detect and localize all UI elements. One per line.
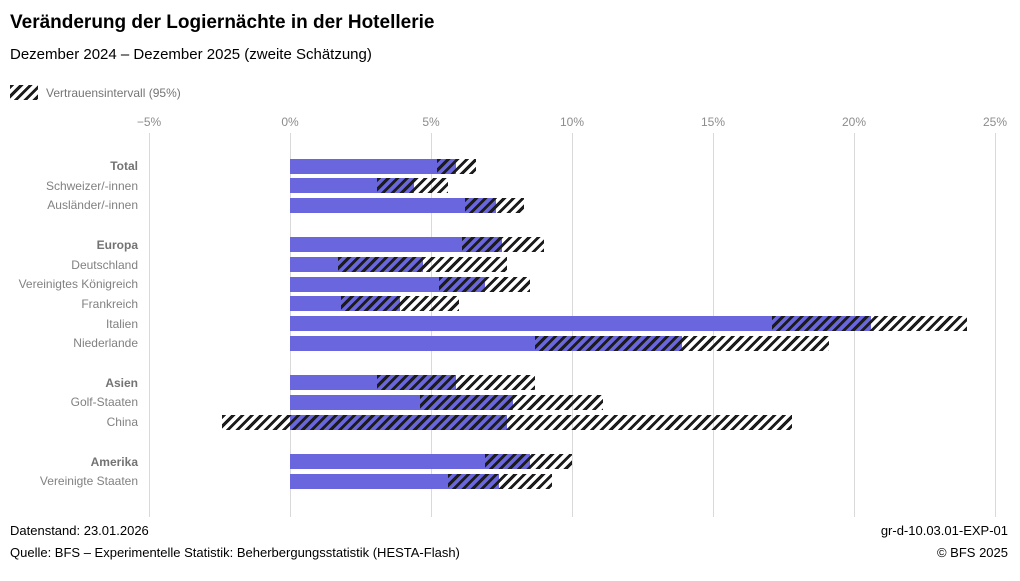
grid-line (149, 133, 150, 517)
row-label: Golf-Staaten (70, 395, 138, 410)
row-label: Ausländer/-innen (47, 198, 138, 213)
row-label: China (106, 415, 138, 430)
axis-tick-label: 15% (700, 115, 726, 129)
confidence-interval (772, 316, 967, 332)
bar (290, 276, 485, 292)
bar (290, 454, 530, 469)
confidence-interval (535, 335, 829, 351)
bar (290, 473, 499, 489)
row-label: Niederlande (73, 336, 138, 351)
row-label: Schweizer/-innen (45, 178, 138, 193)
confidence-interval (439, 276, 530, 292)
confidence-interval-swatch-icon (10, 85, 38, 100)
confidence-interval (436, 158, 477, 174)
row-label: Vereinigte Staaten (39, 474, 138, 489)
row-label: Frankreich (81, 296, 138, 311)
row-label: Vereinigtes Königreich (18, 277, 138, 292)
grid-line (995, 133, 996, 517)
confidence-interval (340, 296, 460, 312)
axis-tick-label: 5% (422, 115, 440, 129)
page-title: Veränderung der Logiernächte in der Hote… (10, 12, 435, 33)
legend-label: Vertrauensintervall (95%) (46, 85, 181, 100)
footer-quelle: Quelle: BFS – Experimentelle Statistik: … (10, 545, 460, 560)
axis-tick-label: 25% (982, 115, 1008, 129)
confidence-interval (464, 197, 525, 213)
confidence-interval (337, 257, 508, 272)
footer-code: gr-d-10.03.01-EXP-01 (880, 523, 1008, 538)
bar (290, 158, 457, 174)
confidence-interval (222, 414, 792, 430)
row-label: Deutschland (71, 257, 138, 272)
row-label: Amerika (90, 454, 138, 469)
bar (290, 197, 496, 213)
footer-datenstand: Datenstand: 23.01.2026 (10, 523, 149, 538)
page-subtitle: Dezember 2024 – Dezember 2025 (zweite Sc… (10, 46, 372, 63)
confidence-interval (377, 375, 536, 391)
confidence-interval (377, 178, 448, 194)
legend: Vertrauensintervall (95%) (10, 85, 181, 100)
bar (290, 316, 871, 332)
row-label: Italien (105, 316, 138, 331)
confidence-interval (484, 454, 572, 469)
confidence-interval (462, 237, 544, 253)
axis-tick-label: 10% (559, 115, 585, 129)
axis-tick-label: 0% (281, 115, 299, 129)
axis-tick-label: −5% (136, 115, 162, 129)
confidence-interval (447, 473, 553, 489)
confidence-interval (419, 394, 604, 410)
footer-copyright: © BFS 2025 (936, 545, 1008, 560)
row-label: Total (110, 159, 138, 173)
bar (290, 237, 502, 253)
row-label: Asien (105, 375, 138, 390)
row-label: Europa (96, 237, 138, 252)
axis-tick-label: 20% (841, 115, 867, 129)
